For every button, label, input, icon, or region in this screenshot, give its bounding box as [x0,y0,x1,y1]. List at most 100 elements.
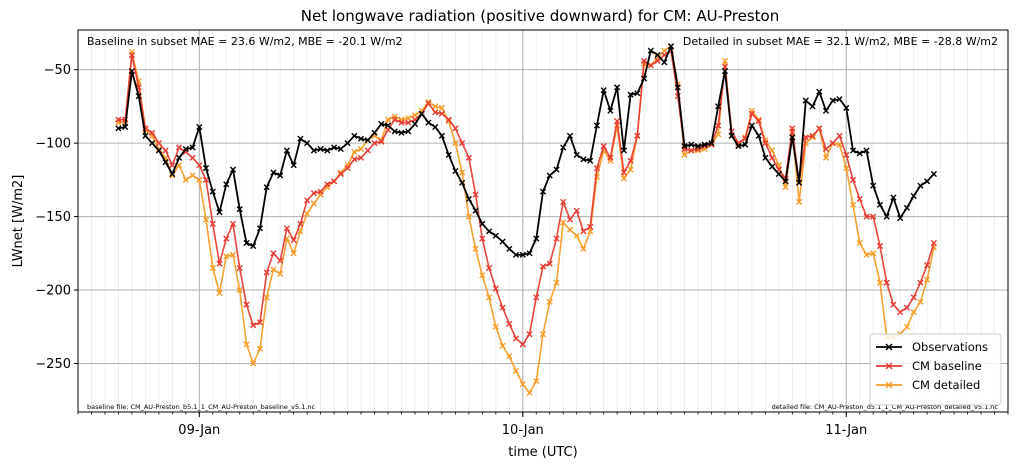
legend-marker [885,362,893,370]
data-point-marker [189,154,196,161]
data-point-marker [243,341,250,348]
data-point-marker [816,88,823,95]
data-point-marker [782,178,789,185]
x-axis-label: time (UTC) [508,445,577,460]
series-layer [115,43,937,396]
data-point-marker [216,209,223,216]
data-point-marker [472,245,479,252]
data-point-marker [209,264,216,272]
data-point-marker [351,156,358,163]
data-point-marker [324,147,331,154]
data-point-marker [256,345,264,352]
data-point-marker [924,276,931,283]
data-point-marker [876,279,884,286]
data-point-marker [533,378,540,385]
data-point-marker [176,154,183,161]
data-point-marker [917,298,924,305]
data-point-marker [526,389,533,396]
y-axis: −250 −200 −150 −100 −50 [35,63,78,372]
data-point-marker [223,253,230,260]
data-point-marker [620,147,627,154]
detailed-stats-annotation: Detailed in subset MAE = 32.1 W/m2, MBE … [683,35,998,48]
data-point-marker [223,235,230,242]
data-point-marker [910,192,917,200]
data-point-marker [391,116,398,123]
data-point-marker [202,165,210,172]
data-point-marker [715,122,722,129]
data-point-marker [796,198,803,205]
data-point-marker [802,134,809,141]
data-point-marker [796,179,803,186]
data-point-marker [465,195,472,203]
detailed-file-annotation: detailed file: CM_AU-Preston_d5.1_1_CM_A… [772,403,999,411]
data-point-marker [667,43,675,50]
data-point-marker [762,154,769,161]
data-point-marker [472,207,479,214]
data-point-marker [775,170,782,178]
data-point-marker [277,172,284,179]
data-point-marker [681,143,688,150]
data-point-marker [856,150,863,157]
data-point-marker [742,141,749,148]
data-point-marker [573,232,580,239]
data-point-marker [479,272,486,279]
data-point-marker [883,279,890,286]
data-point-marker [189,144,196,151]
data-point-marker [216,260,223,267]
data-point-marker [310,190,317,197]
data-point-marker [250,322,257,329]
data-point-marker [425,100,432,107]
data-point-marker [155,140,162,147]
y-tick-label: −50 [44,63,71,78]
series-cm-baseline [115,47,937,348]
data-point-marker [384,116,392,123]
data-point-marker [721,57,729,64]
data-point-marker [715,103,722,110]
data-point-marker [182,176,189,183]
data-point-marker [223,181,230,188]
data-point-marker [209,188,216,195]
data-point-marker [593,165,600,172]
data-point-marker [310,200,317,207]
data-point-marker [209,220,216,227]
legend-label: CM detailed [912,378,980,392]
data-point-marker [809,103,816,110]
data-point-marker [876,201,884,208]
data-point-marker [924,262,931,269]
x-axis: 09-Jan 10-Jan 11-Jan [77,412,1009,438]
data-point-marker [270,250,277,257]
data-point-marker [438,104,445,111]
legend-marker [885,381,893,389]
data-point-marker [647,62,654,69]
data-point-marker [822,145,830,153]
data-point-marker [755,118,762,125]
data-point-marker [654,57,661,64]
data-point-marker [903,323,910,330]
series-cm-detailed [115,43,937,396]
data-point-marker [411,120,419,128]
data-point-marker [229,166,237,173]
data-point-marker [459,169,466,176]
data-point-marker [142,132,149,139]
data-point-marker [331,178,338,185]
data-point-marker [519,251,526,258]
data-point-marker [492,232,499,239]
data-point-marker [465,213,472,220]
data-point-marker [782,184,789,191]
y-tick-label: −200 [35,284,71,299]
data-point-marker [822,107,830,114]
data-point-marker [202,216,210,223]
data-point-marker [620,175,627,182]
data-point-marker [337,169,344,176]
data-point-marker [849,201,857,208]
data-point-marker [634,132,641,139]
data-point-marker [256,319,264,326]
data-point-marker [290,237,297,244]
data-point-marker [432,123,439,131]
data-point-marker [890,301,897,308]
data-point-marker [331,144,338,151]
x-tick-label: 09-Jan [178,423,220,438]
data-point-marker [587,223,594,230]
data-point-marker [256,225,264,232]
